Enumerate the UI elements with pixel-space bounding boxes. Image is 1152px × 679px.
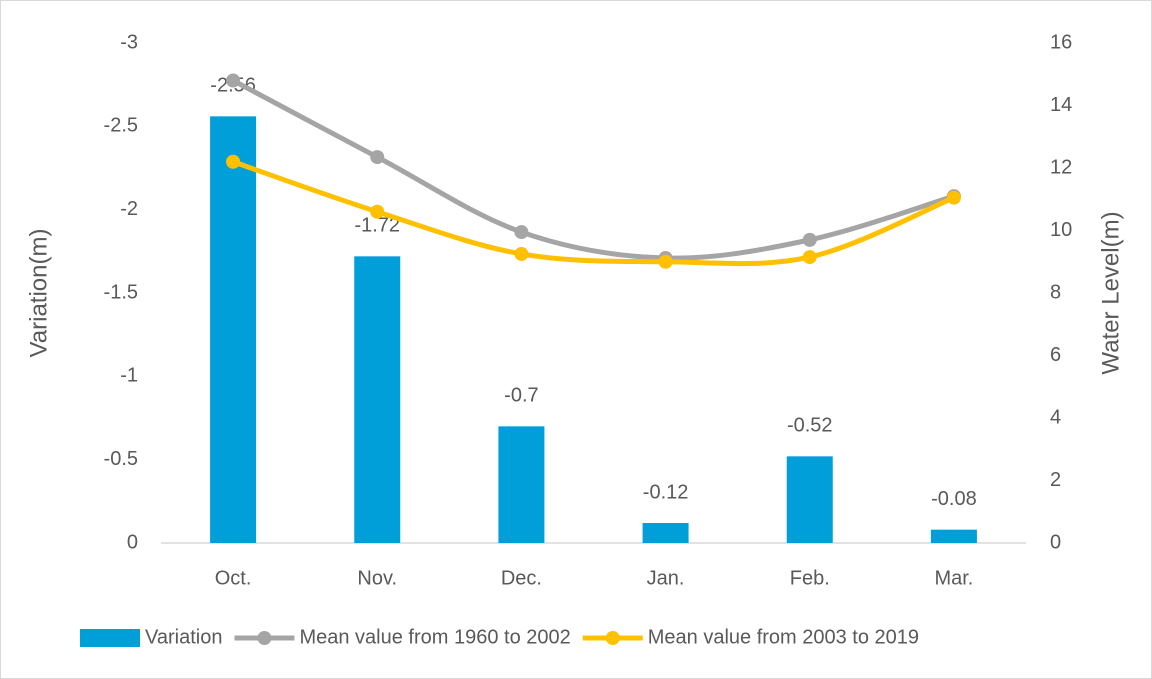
data-label: -0.7 bbox=[504, 385, 538, 407]
bar bbox=[930, 529, 977, 543]
data-label: -1.72 bbox=[354, 215, 400, 237]
point bbox=[226, 73, 241, 88]
y2-tick-label: 14 bbox=[1050, 94, 1072, 116]
bar bbox=[210, 116, 257, 543]
legend-swatch bbox=[80, 629, 140, 647]
bar bbox=[786, 456, 833, 543]
y2-tick-label: 4 bbox=[1050, 406, 1061, 428]
y2-tick-label: 2 bbox=[1050, 469, 1061, 491]
data-label: -0.12 bbox=[643, 481, 689, 503]
y2-tick-label: 16 bbox=[1050, 31, 1072, 53]
y-tick-label: -0.5 bbox=[104, 448, 138, 470]
point bbox=[514, 225, 529, 240]
y2-tick-label: 6 bbox=[1050, 344, 1061, 366]
line bbox=[231, 78, 955, 261]
x-tick-label: Mar. bbox=[934, 567, 973, 589]
x-tick-label: Feb. bbox=[790, 567, 830, 589]
y-tick-label: -3 bbox=[120, 31, 138, 53]
point bbox=[802, 232, 817, 247]
point bbox=[370, 204, 385, 219]
bar bbox=[642, 523, 689, 543]
point bbox=[946, 190, 961, 205]
line bbox=[232, 159, 955, 267]
y2-tick-label: 12 bbox=[1050, 156, 1072, 178]
y-axis-title: Variation(m) bbox=[25, 229, 52, 358]
legend-label: Mean value from 1960 to 2002 bbox=[299, 626, 570, 648]
y-tick-label: -1 bbox=[120, 365, 138, 387]
y2-tick-label: 8 bbox=[1050, 281, 1061, 303]
x-tick-label: Dec. bbox=[501, 567, 542, 589]
y2-tick-label: 10 bbox=[1050, 219, 1072, 241]
y-tick-label: -2.5 bbox=[104, 115, 138, 137]
y2-axis-title: Water Level(m) bbox=[1097, 211, 1124, 374]
point bbox=[226, 154, 241, 169]
y2-tick-label: 0 bbox=[1050, 531, 1061, 553]
x-tick-label: Jan. bbox=[647, 567, 685, 589]
data-label: -0.52 bbox=[787, 415, 833, 437]
point bbox=[370, 150, 385, 165]
legend-marker bbox=[605, 631, 620, 645]
x-tick-label: Oct. bbox=[215, 567, 252, 589]
x-tick-label: Nov. bbox=[357, 567, 397, 589]
y-tick-label: -2 bbox=[120, 198, 138, 220]
legend-label: Variation bbox=[145, 626, 222, 648]
y-tick-label: 0 bbox=[127, 531, 138, 553]
point bbox=[514, 246, 529, 261]
data-label: -0.08 bbox=[931, 488, 977, 510]
legend-marker bbox=[257, 631, 272, 645]
point bbox=[658, 254, 673, 269]
bar bbox=[498, 426, 545, 543]
point bbox=[802, 250, 817, 265]
bar bbox=[354, 256, 401, 543]
legend-label: Mean value from 2003 to 2019 bbox=[648, 626, 919, 648]
y-tick-label: -1.5 bbox=[104, 281, 138, 303]
